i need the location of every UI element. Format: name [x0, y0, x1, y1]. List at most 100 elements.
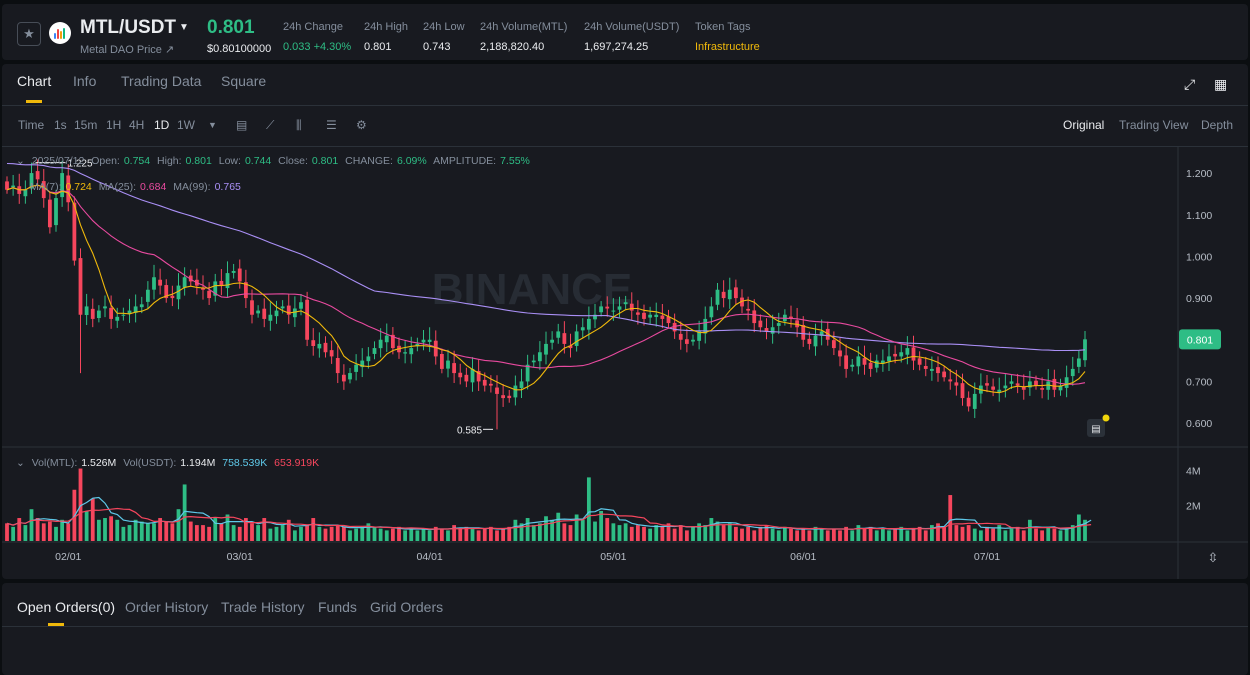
interval-1d[interactable]: 1D	[154, 118, 170, 132]
volume-bar	[152, 523, 156, 541]
more-intervals-caret-icon[interactable]: ▼	[208, 120, 217, 130]
volume-bar	[617, 525, 622, 541]
token-tag-link[interactable]: Infrastructure	[695, 41, 760, 53]
tab-square[interactable]: Square	[221, 73, 267, 89]
view-trading-view[interactable]: Trading View	[1119, 118, 1189, 132]
date-tick-label: 07/01	[974, 551, 1000, 563]
candle	[96, 310, 101, 319]
volume-bar	[513, 519, 518, 541]
volume-bar	[464, 526, 469, 541]
stat-value: 0.033 +4.30%	[283, 41, 352, 53]
candle	[415, 343, 420, 347]
tab-info[interactable]: Info	[73, 73, 97, 89]
vol-mtl-value: 1.526M	[81, 457, 117, 469]
interval-15m[interactable]: 15m	[74, 118, 98, 132]
interval-1s[interactable]: 1s	[54, 118, 67, 132]
interval-1w[interactable]: 1W	[177, 118, 195, 132]
volume-bar	[421, 528, 426, 541]
volume-bar	[672, 528, 677, 541]
volume-bar	[801, 528, 806, 541]
stat-24h-volume-usdt: 24h Volume(USDT) 1,697,274.25	[584, 21, 679, 53]
candle	[354, 364, 359, 372]
volume-bar	[109, 516, 114, 541]
candle	[666, 316, 671, 324]
volume-bar	[972, 528, 977, 541]
candle	[733, 287, 738, 299]
candle	[635, 312, 640, 315]
candle	[1058, 385, 1063, 391]
legend-date: 2025/07/12	[31, 155, 85, 167]
tab-chart[interactable]: Chart	[17, 73, 52, 89]
volume-bar	[1015, 526, 1020, 541]
candle	[709, 306, 714, 318]
metal-dao-price-link[interactable]: Metal DAO Price ↗	[80, 44, 175, 56]
tab-funds[interactable]: Funds	[318, 599, 357, 615]
settings-gear-icon[interactable]: ⚙	[356, 118, 367, 132]
volume-bar	[948, 495, 953, 541]
candle	[972, 393, 977, 409]
expand-icon[interactable]: ⤢	[1184, 76, 1196, 92]
volume-bar	[966, 525, 971, 541]
volume-bar	[599, 510, 604, 541]
candle	[746, 308, 751, 311]
candle-type-icon[interactable]: ⫼	[296, 118, 302, 132]
candle	[997, 389, 1002, 392]
ma7-line	[6, 184, 1086, 394]
volume-bar	[170, 523, 175, 541]
favorite-star-icon[interactable]: ★	[17, 22, 41, 46]
candle	[403, 352, 408, 354]
interval-time[interactable]: Time	[18, 118, 45, 132]
candle	[274, 310, 279, 317]
pair-name[interactable]: MTL/USDT	[80, 17, 177, 38]
candle	[519, 381, 524, 389]
tab-order-history[interactable]: Order History	[125, 599, 209, 615]
interval-4h[interactable]: 4H	[129, 118, 145, 132]
tab-grid-orders[interactable]: Grid Orders	[370, 599, 444, 615]
volume-bar	[354, 528, 359, 541]
candle	[299, 302, 303, 309]
price-tick-label: 1.000	[1186, 251, 1212, 263]
layout-grid-icon[interactable]: ▦	[1214, 76, 1228, 92]
calendar-icon[interactable]: ▤	[236, 118, 248, 132]
candle	[801, 325, 806, 340]
volume-bar	[47, 521, 52, 541]
pair-dropdown-caret-icon[interactable]: ▼	[179, 22, 189, 33]
volume-bar	[329, 526, 334, 541]
drawing-tools-icon[interactable]: ⟋	[266, 118, 275, 132]
tab-trading-data[interactable]: Trading Data	[121, 73, 202, 89]
volume-bar	[403, 530, 408, 541]
volume-bar	[219, 523, 224, 541]
volume-bar	[360, 526, 365, 541]
candle	[727, 289, 732, 300]
volume-bar	[831, 528, 836, 541]
price-tick-label: 0.600	[1186, 418, 1212, 430]
candle	[182, 277, 187, 288]
alert-glyph-icon: ▤	[1091, 424, 1100, 435]
open-label: Open:	[91, 155, 120, 167]
stat-24h-change: 24h Change 0.033 +4.30%	[283, 21, 351, 53]
volume-bar	[574, 514, 579, 541]
candle	[488, 383, 493, 386]
candle	[219, 280, 224, 286]
interval-1h[interactable]: 1H	[106, 118, 122, 132]
volume-bar	[317, 526, 322, 541]
view-original[interactable]: Original	[1063, 118, 1105, 132]
view-depth[interactable]: Depth	[1201, 118, 1234, 132]
stat-24h-volume-mtl: 24h Volume(MTL) 2,188,820.40	[480, 21, 567, 53]
volume-bar	[758, 526, 763, 541]
amplitude-label: AMPLITUDE:	[433, 155, 497, 167]
volume-bar	[537, 523, 542, 541]
candlestick-chart[interactable]: BINANCE1.2001.1001.0000.9000.8000.7000.6…	[2, 146, 1248, 579]
tab-trade-history[interactable]: Trade History	[221, 599, 305, 615]
candle	[703, 318, 708, 334]
tab-open-orders[interactable]: Open Orders(0)	[17, 599, 116, 615]
volume-bar	[605, 518, 610, 541]
volume-bar	[838, 530, 842, 541]
indicators-icon[interactable]: ☰	[326, 118, 337, 132]
volume-bar	[237, 526, 242, 541]
volume-bar	[182, 484, 187, 541]
candle	[1021, 386, 1026, 390]
volume-bar	[960, 526, 965, 541]
candle	[856, 356, 861, 367]
stat-label: 24h Volume(USDT)	[584, 21, 680, 33]
